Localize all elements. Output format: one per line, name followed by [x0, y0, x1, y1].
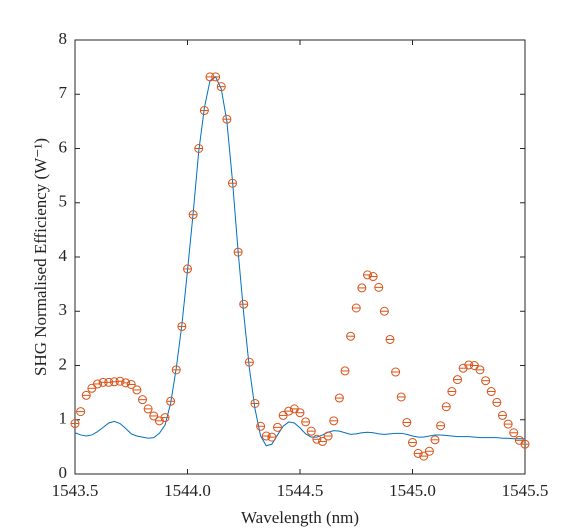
- data-point: [121, 378, 131, 388]
- data-point: [250, 398, 260, 408]
- data-point: [104, 377, 114, 387]
- data-point: [126, 379, 136, 389]
- data-point: [486, 387, 496, 397]
- data-point: [368, 272, 378, 282]
- data-point: [301, 417, 311, 427]
- y-tick-label: 5: [59, 192, 68, 211]
- x-tick-label: 1543.5: [52, 481, 99, 500]
- data-point: [441, 402, 451, 412]
- data-point: [199, 106, 209, 116]
- data-point: [81, 390, 91, 400]
- data-point: [256, 421, 266, 431]
- y-tick-label: 0: [59, 463, 68, 482]
- data-point: [306, 426, 316, 436]
- data-point: [143, 404, 153, 414]
- data-point: [402, 417, 412, 427]
- data-point: [340, 366, 350, 376]
- y-tick-label: 6: [59, 137, 68, 156]
- data-point: [149, 411, 159, 421]
- data-point: [132, 385, 142, 395]
- data-point: [357, 283, 367, 293]
- data-point: [481, 376, 491, 386]
- data-line: [74, 76, 525, 447]
- data-point: [374, 282, 384, 292]
- data-point: [424, 446, 434, 456]
- data-point: [464, 360, 474, 370]
- data-point: [351, 303, 361, 313]
- data-point: [171, 365, 181, 375]
- data-point: [177, 321, 187, 331]
- data-point: [244, 357, 254, 367]
- data-point: [469, 361, 479, 370]
- data-point: [267, 432, 277, 442]
- x-tick-label: 1544.0: [164, 481, 211, 500]
- data-point: [278, 410, 288, 420]
- data-point: [183, 264, 192, 274]
- data-point: [520, 439, 530, 449]
- data-point: [160, 413, 170, 423]
- data-point: [138, 395, 147, 405]
- data-point: [346, 331, 356, 341]
- data-point: [318, 436, 327, 446]
- data-point: [419, 451, 429, 461]
- data-point: [194, 144, 204, 153]
- data-point: [93, 379, 102, 389]
- data-point: [76, 407, 86, 417]
- y-tick-label: 2: [59, 354, 68, 373]
- y-tick-label: 4: [59, 246, 68, 265]
- x-tick-label: 1544.5: [277, 481, 324, 500]
- data-point: [379, 306, 389, 316]
- data-point: [475, 365, 485, 375]
- data-point: [430, 435, 440, 445]
- data-point: [115, 376, 125, 386]
- y-axis-label: SHG Normalised Efficiency (W⁻¹): [31, 138, 50, 376]
- data-point: [70, 419, 80, 429]
- data-point: [391, 367, 401, 377]
- data-point: [436, 421, 446, 431]
- data-point: [363, 270, 372, 280]
- y-tick-label: 7: [59, 83, 68, 102]
- data-point: [166, 396, 176, 406]
- data-point: [453, 375, 462, 385]
- data-point: [408, 438, 417, 448]
- data-point: [233, 247, 243, 257]
- data-point: [87, 383, 97, 393]
- data-point: [239, 299, 249, 309]
- data-point: [312, 434, 322, 444]
- x-tick-label: 1545.5: [502, 481, 549, 500]
- data-point: [503, 419, 513, 429]
- data-point: [216, 82, 226, 92]
- y-tick-label: 3: [59, 300, 68, 319]
- data-point: [447, 387, 457, 397]
- data-point: [273, 422, 282, 432]
- data-point: [509, 428, 519, 438]
- data-point: [222, 114, 232, 124]
- data-point: [329, 416, 339, 426]
- x-tick-label: 1545.0: [389, 481, 436, 500]
- data-point: [188, 210, 198, 220]
- data-point: [492, 397, 502, 407]
- data-point: [211, 72, 221, 82]
- data-point: [228, 178, 237, 188]
- data-point: [295, 408, 305, 418]
- y-tick-label: 1: [59, 409, 68, 428]
- data-point: [261, 431, 271, 441]
- data-point: [396, 392, 406, 402]
- data-point: [498, 410, 507, 420]
- data-point: [385, 334, 395, 344]
- data-point: [109, 377, 119, 387]
- data-point: [284, 406, 294, 416]
- x-axis-label: Wavelength (nm): [241, 508, 359, 527]
- data-point: [334, 393, 344, 403]
- y-tick-label: 8: [59, 29, 68, 48]
- data-point: [323, 431, 333, 441]
